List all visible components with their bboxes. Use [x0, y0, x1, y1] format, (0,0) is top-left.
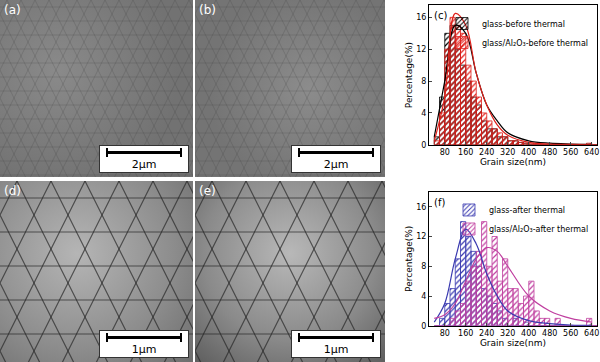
svg-text:640: 640 [584, 148, 599, 157]
svg-text:80: 80 [440, 148, 450, 157]
svg-text:80: 80 [440, 329, 450, 338]
svg-text:8: 8 [421, 77, 426, 86]
svg-text:320: 320 [500, 148, 515, 157]
svg-text:560: 560 [563, 329, 578, 338]
html-text:1μm: 1μm [131, 343, 157, 356]
svg-text:16: 16 [416, 203, 426, 212]
svg-text:480: 480 [542, 329, 557, 338]
svg-text:240: 240 [479, 329, 494, 338]
svg-text:glass-after thermal: glass-after thermal [489, 206, 565, 215]
svg-text:160: 160 [458, 329, 473, 338]
svg-text:(f): (f) [434, 197, 445, 208]
svg-text:400: 400 [521, 329, 536, 338]
html-text:(a): (a) [4, 3, 21, 17]
html-text:2μm: 2μm [131, 158, 157, 171]
svg-text:400: 400 [521, 148, 536, 157]
svg-text:(c): (c) [434, 10, 447, 21]
svg-text:640: 640 [584, 329, 599, 338]
svg-text:0: 0 [421, 141, 426, 150]
svg-text:glass-before thermal: glass-before thermal [482, 20, 565, 29]
svg-text:0: 0 [421, 322, 426, 331]
svg-text:160: 160 [458, 148, 473, 157]
svg-text:8: 8 [421, 262, 426, 271]
svg-text:320: 320 [500, 329, 515, 338]
html-text:(d): (d) [4, 184, 21, 198]
html-text:2μm: 2μm [323, 158, 349, 171]
svg-text:480: 480 [542, 148, 557, 157]
svg-text:16: 16 [416, 13, 426, 22]
html-text:(b): (b) [199, 3, 216, 17]
svg-text:glass/Al₂O₃-before thermal: glass/Al₂O₃-before thermal [482, 39, 588, 48]
html-text:1μm: 1μm [323, 343, 349, 356]
svg-text:glass/Al₂O₃-after thermal: glass/Al₂O₃-after thermal [489, 225, 588, 234]
svg-text:Percentage(%): Percentage(%) [404, 42, 414, 108]
svg-text:Grain size(nm): Grain size(nm) [480, 157, 546, 167]
svg-text:12: 12 [416, 45, 426, 54]
svg-text:240: 240 [479, 148, 494, 157]
svg-text:4: 4 [421, 109, 426, 118]
svg-text:Percentage(%): Percentage(%) [404, 226, 414, 292]
html-text:(e): (e) [199, 184, 216, 198]
svg-text:Grain size(nm): Grain size(nm) [480, 338, 546, 348]
svg-text:4: 4 [421, 292, 426, 301]
svg-text:560: 560 [563, 148, 578, 157]
svg-text:12: 12 [416, 232, 426, 241]
